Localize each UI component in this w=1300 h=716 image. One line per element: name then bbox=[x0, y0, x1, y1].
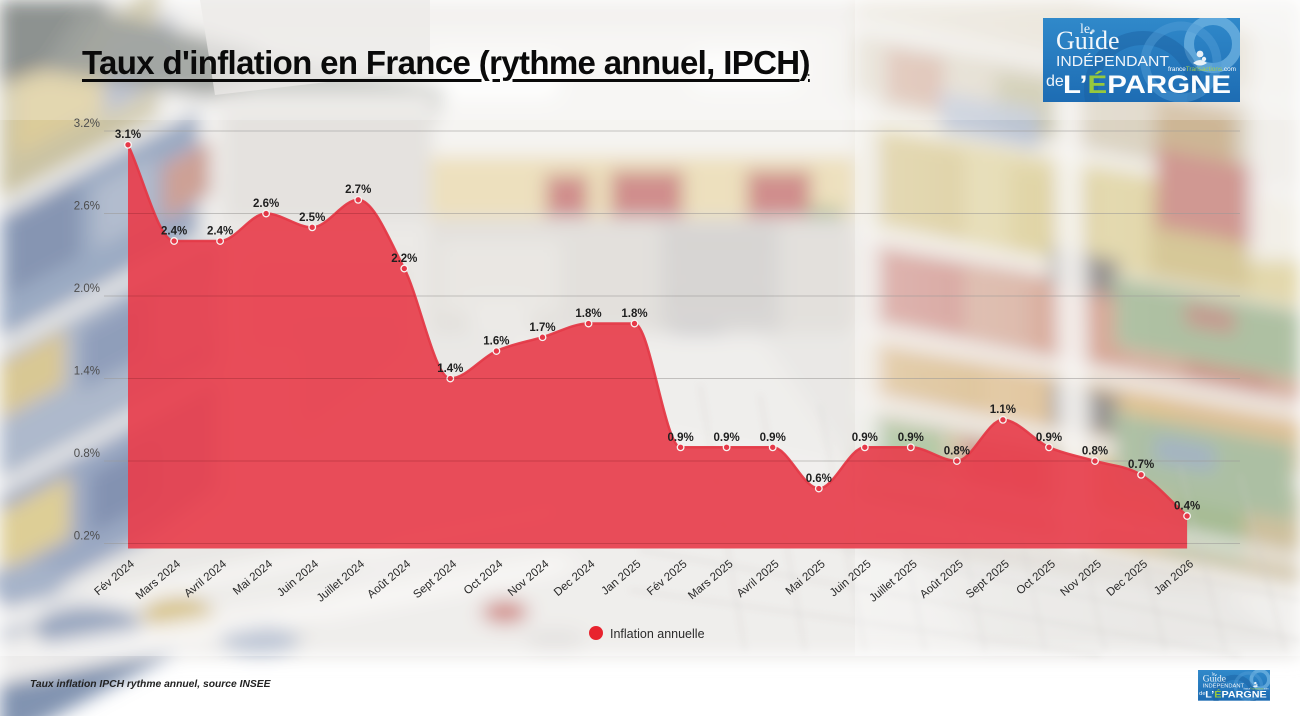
svg-text:Juin 2024: Juin 2024 bbox=[275, 558, 321, 600]
svg-text:le: le bbox=[1080, 22, 1090, 37]
svg-text:Jan 2026: Jan 2026 bbox=[1152, 558, 1196, 598]
svg-text:0.8%: 0.8% bbox=[944, 446, 970, 458]
svg-text:de: de bbox=[1199, 691, 1205, 697]
svg-text:Guide: Guide bbox=[1056, 26, 1120, 55]
svg-text:INDÉPENDANT: INDÉPENDANT bbox=[1203, 683, 1245, 690]
svg-text:Fév 2025: Fév 2025 bbox=[645, 558, 689, 598]
svg-text:1.7%: 1.7% bbox=[529, 322, 555, 334]
svg-text:Avril 2024: Avril 2024 bbox=[182, 558, 229, 600]
svg-text:Jan 2025: Jan 2025 bbox=[599, 558, 643, 598]
svg-text:0.7%: 0.7% bbox=[1128, 459, 1154, 471]
svg-text:0.4%: 0.4% bbox=[1174, 501, 1200, 513]
svg-text:L’ÉPARGNE: L’ÉPARGNE bbox=[1063, 70, 1231, 99]
svg-text:INDÉPENDANT: INDÉPENDANT bbox=[1056, 53, 1169, 70]
svg-text:2.0%: 2.0% bbox=[74, 283, 100, 295]
svg-text:Avril 2025: Avril 2025 bbox=[735, 558, 782, 600]
svg-text:Sept 2025: Sept 2025 bbox=[964, 558, 1012, 601]
svg-text:Inflation annuelle: Inflation annuelle bbox=[610, 627, 705, 641]
svg-text:2.6%: 2.6% bbox=[74, 201, 100, 213]
svg-text:1.6%: 1.6% bbox=[483, 336, 509, 348]
svg-text:1.4%: 1.4% bbox=[74, 366, 100, 378]
svg-text:0.9%: 0.9% bbox=[898, 432, 924, 444]
svg-text:franceTransactions.com: franceTransactions.com bbox=[1244, 687, 1269, 690]
svg-text:0.9%: 0.9% bbox=[667, 432, 693, 444]
svg-text:Fév 2024: Fév 2024 bbox=[92, 558, 137, 598]
svg-text:0.2%: 0.2% bbox=[74, 531, 100, 543]
svg-text:3.2%: 3.2% bbox=[74, 118, 100, 130]
svg-text:Mai 2025: Mai 2025 bbox=[784, 558, 828, 598]
svg-text:Juin 2025: Juin 2025 bbox=[828, 558, 874, 599]
svg-text:Nov 2024: Nov 2024 bbox=[506, 558, 552, 599]
svg-text:de: de bbox=[1046, 73, 1064, 90]
svg-text:Mars 2024: Mars 2024 bbox=[134, 558, 184, 603]
svg-text:Mai 2024: Mai 2024 bbox=[231, 558, 275, 598]
svg-text:Nov 2025: Nov 2025 bbox=[1058, 558, 1103, 599]
svg-text:1.4%: 1.4% bbox=[437, 363, 463, 375]
svg-text:1.1%: 1.1% bbox=[990, 404, 1016, 416]
svg-text:Août 2025: Août 2025 bbox=[918, 558, 966, 601]
svg-text:0.8%: 0.8% bbox=[1082, 446, 1108, 458]
svg-text:0.9%: 0.9% bbox=[713, 432, 739, 444]
svg-text:Guide: Guide bbox=[1203, 674, 1226, 684]
svg-text:Oct 2024: Oct 2024 bbox=[462, 558, 506, 598]
svg-text:0.6%: 0.6% bbox=[806, 473, 832, 485]
svg-text:2.4%: 2.4% bbox=[161, 226, 187, 238]
svg-text:0.9%: 0.9% bbox=[1036, 432, 1062, 444]
svg-text:2.2%: 2.2% bbox=[391, 253, 417, 265]
svg-text:Oct 2025: Oct 2025 bbox=[1014, 558, 1057, 597]
svg-text:2.7%: 2.7% bbox=[345, 184, 371, 196]
svg-text:0.9%: 0.9% bbox=[852, 432, 878, 444]
svg-text:Dec 2024: Dec 2024 bbox=[552, 558, 598, 599]
svg-text:Sept 2024: Sept 2024 bbox=[411, 558, 459, 601]
svg-text:0.8%: 0.8% bbox=[74, 448, 100, 460]
svg-text:Juillet 2025: Juillet 2025 bbox=[867, 558, 919, 605]
svg-text:2.5%: 2.5% bbox=[299, 212, 325, 224]
svg-text:L’ÉPARGNE: L’ÉPARGNE bbox=[1205, 689, 1266, 699]
svg-text:Août 2024: Août 2024 bbox=[365, 558, 413, 601]
svg-text:2.4%: 2.4% bbox=[207, 226, 233, 238]
svg-text:3.1%: 3.1% bbox=[115, 129, 141, 141]
svg-text:2.6%: 2.6% bbox=[253, 198, 279, 210]
svg-text:1.8%: 1.8% bbox=[621, 308, 647, 320]
svg-text:le: le bbox=[1212, 671, 1216, 677]
svg-text:Dec 2025: Dec 2025 bbox=[1105, 558, 1150, 599]
svg-text:1.8%: 1.8% bbox=[575, 308, 601, 320]
svg-text:0.9%: 0.9% bbox=[760, 432, 786, 444]
svg-text:Mars 2025: Mars 2025 bbox=[686, 558, 735, 602]
svg-text:franceTransactions.com: franceTransactions.com bbox=[1168, 66, 1236, 73]
svg-text:Juillet 2024: Juillet 2024 bbox=[315, 558, 368, 605]
